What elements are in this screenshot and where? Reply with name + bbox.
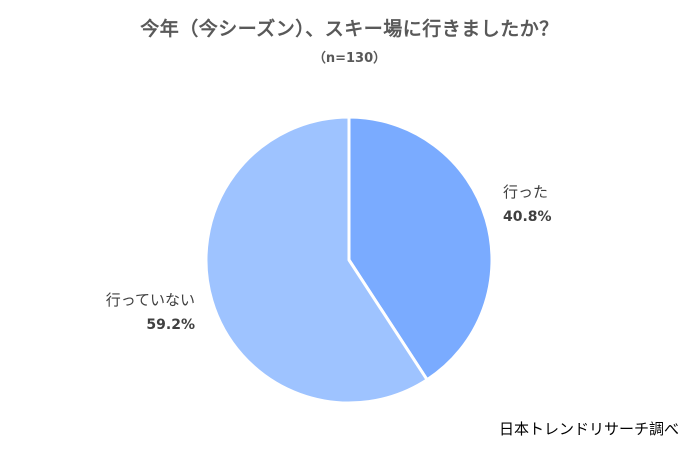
pie-labels: 行った 40.8% 行っていない 59.2% bbox=[106, 183, 552, 333]
pie-slice-2 bbox=[204, 115, 429, 405]
slice-value-2: 59.2% bbox=[146, 317, 195, 333]
chart-subtitle: （n=130） bbox=[312, 51, 387, 66]
pie-slices bbox=[204, 115, 494, 405]
slice-value-1: 40.8% bbox=[503, 209, 552, 225]
chart-title: 今年（今シーズン）、スキー場に行きましたか？ bbox=[140, 18, 559, 40]
slice-label-2: 行っていない bbox=[106, 291, 195, 309]
source-credit: 日本トレンドリサーチ調べ bbox=[498, 420, 679, 438]
slice-label-1: 行った bbox=[503, 183, 548, 201]
